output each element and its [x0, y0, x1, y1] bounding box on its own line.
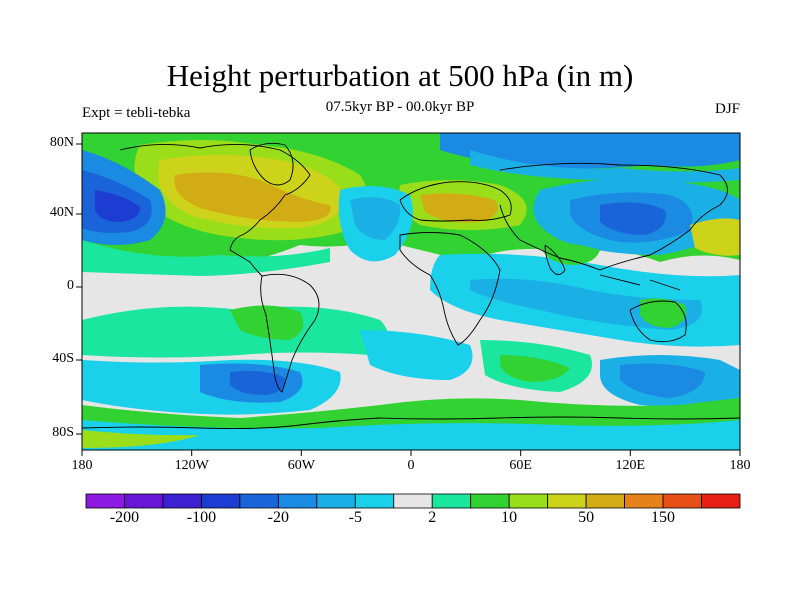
south-pacific-light — [620, 363, 705, 398]
lat-label-40n: 40N — [49, 205, 74, 220]
colorbar-label: 10 — [501, 509, 518, 526]
colorbar-label: -5 — [348, 509, 362, 526]
colorbar-label: -100 — [186, 509, 217, 526]
lat-label-80s: 80S — [52, 425, 74, 440]
contour-field — [82, 133, 740, 450]
colorbar-label: 2 — [428, 509, 437, 526]
south-teal-band — [230, 305, 304, 340]
coast-maritime — [599, 274, 681, 291]
coast-antarctica — [82, 416, 740, 430]
colorbar-box-6 — [316, 493, 356, 509]
colorbar-box-9 — [431, 493, 472, 509]
lon-label-60e: 60E — [509, 458, 532, 473]
colorbar-label: -200 — [109, 509, 140, 526]
colorbar-box-5 — [277, 493, 318, 509]
southern-low-mid — [230, 370, 286, 395]
asia-low-mid — [600, 202, 666, 235]
coast-africa — [399, 232, 501, 346]
maritime-green — [540, 243, 600, 265]
colorbar-label: 50 — [578, 509, 595, 526]
lon-label-180w: 180 — [71, 458, 93, 473]
lon-label-120e: 120E — [615, 458, 646, 473]
colorbar-box-3 — [201, 493, 241, 509]
coast-india — [544, 244, 566, 275]
colorbar — [85, 493, 741, 509]
colorbar-box-7 — [354, 493, 395, 509]
south-green-band — [82, 306, 388, 358]
australia-green — [640, 298, 686, 328]
coast-north-america — [119, 144, 311, 277]
colorbar-label: 150 — [651, 509, 676, 526]
south-indian-green2 — [500, 355, 570, 382]
lat-label-40s: 40S — [52, 351, 74, 366]
arctic-cyan — [470, 150, 740, 183]
colorbar-box-15 — [662, 493, 702, 509]
axis-ticks — [76, 143, 741, 456]
coast-australia — [629, 300, 687, 343]
colorbar-label: -20 — [267, 509, 290, 526]
coast-europe — [399, 181, 512, 222]
atlantic-light — [350, 196, 401, 240]
lon-label-180e: 180 — [729, 458, 751, 473]
coastlines — [82, 142, 740, 430]
lon-label-120w: 120W — [174, 458, 209, 473]
south-atlantic-cyan — [360, 330, 473, 380]
map-subtitle: 07.5kyr BP - 00.0kyr BP — [325, 99, 475, 115]
colorbar-box-4 — [239, 493, 279, 509]
antarctic-cyan — [82, 420, 740, 450]
page-title: Height perturbation at 500 hPa (in m) — [166, 58, 634, 93]
colorbar-box-2 — [162, 493, 202, 509]
lat-label-0: 0 — [67, 278, 74, 293]
north-teal-band — [82, 240, 330, 276]
colorbar-box-11 — [508, 493, 549, 509]
nw-pacific-high — [690, 218, 740, 256]
season-label: DJF — [714, 101, 740, 117]
lon-label-60w: 60W — [287, 458, 315, 473]
lon-label-0: 0 — [407, 458, 415, 473]
colorbar-box-8 — [393, 493, 433, 509]
colorbar-box-1 — [124, 493, 164, 509]
europe-high-yellow — [420, 193, 498, 223]
americas-high-gold — [174, 172, 331, 222]
antarctic-lime — [82, 430, 200, 448]
lat-label-80n: 80N — [49, 135, 74, 150]
colorbar-box-14 — [624, 493, 664, 509]
colorbar-box-12 — [547, 493, 587, 509]
pacific-low-dark — [95, 190, 140, 222]
coast-asia — [499, 162, 728, 271]
arctic-blue — [440, 133, 740, 169]
colorbar-box-10 — [470, 493, 510, 509]
coast-greenland — [249, 142, 294, 186]
colorbar-box-16 — [701, 493, 741, 509]
coast-south-america — [260, 273, 320, 393]
colorbar-box-0 — [85, 493, 125, 509]
colorbar-box-13 — [585, 493, 625, 509]
experiment-label: Expt = tebli-tebka — [82, 105, 191, 121]
